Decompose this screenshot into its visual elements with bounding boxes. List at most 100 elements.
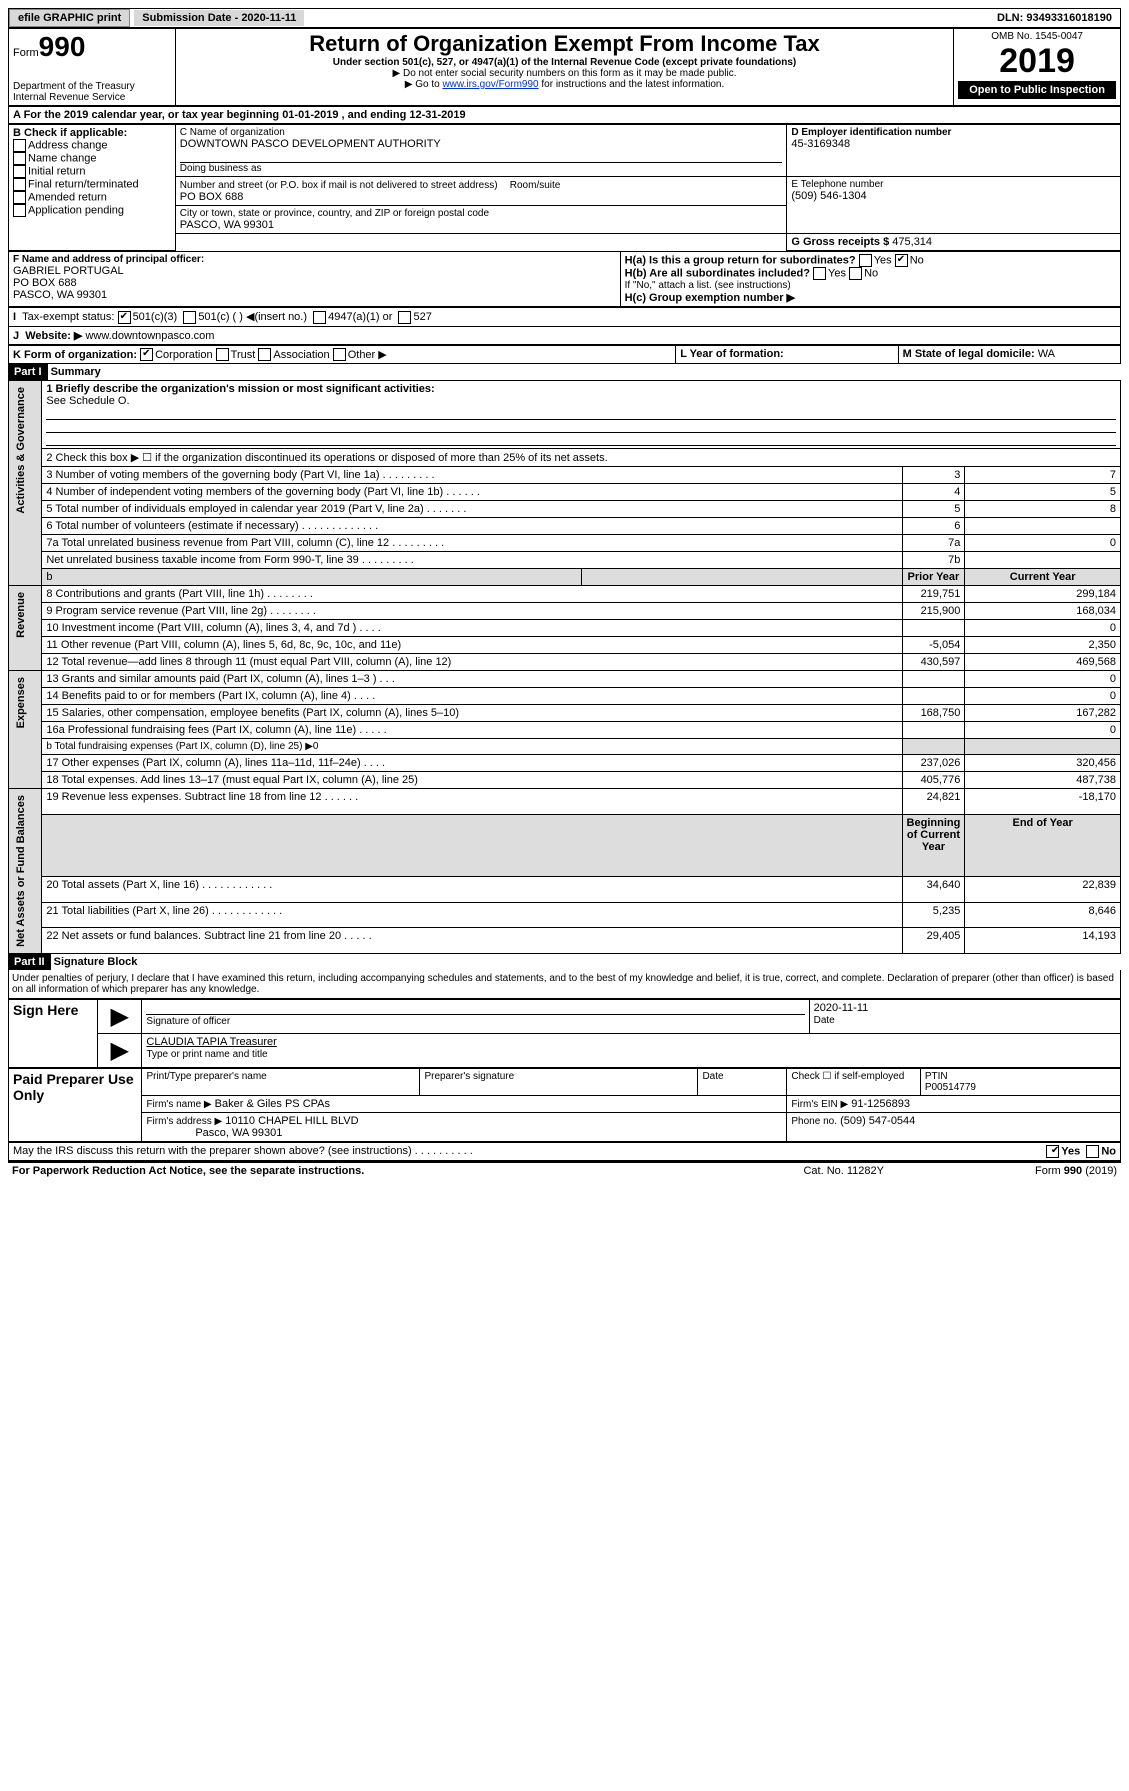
4947-checkbox[interactable] xyxy=(313,311,326,324)
opt-other: Other ▶ xyxy=(348,349,387,361)
self-emp-caption: Check ☐ if self-employed xyxy=(787,1069,920,1096)
p11: -5,054 xyxy=(902,637,965,654)
hc-caption: H(c) Group exemption number ▶ xyxy=(625,292,795,304)
other-checkbox[interactable] xyxy=(333,348,346,361)
c21: 8,646 xyxy=(965,902,1121,928)
gross-receipts: 475,314 xyxy=(892,236,932,248)
street-addr: PO BOX 688 xyxy=(180,191,783,203)
ha-no-checkbox[interactable] xyxy=(895,254,908,267)
501c-checkbox[interactable] xyxy=(183,311,196,324)
amended-checkbox[interactable] xyxy=(13,191,26,204)
p18: 405,776 xyxy=(902,772,965,789)
line22: 22 Net assets or fund balances. Subtract… xyxy=(42,928,902,954)
p22: 29,405 xyxy=(902,928,965,954)
form-label: Form xyxy=(13,47,39,59)
section-net: Net Assets or Fund Balances xyxy=(13,791,29,951)
discuss-row: May the IRS discuss this return with the… xyxy=(8,1142,1121,1161)
assoc-checkbox[interactable] xyxy=(258,348,271,361)
e-phone-caption: E Telephone number xyxy=(791,179,1116,190)
app-pending-checkbox[interactable] xyxy=(13,204,26,217)
c10: 0 xyxy=(965,620,1121,637)
final-return-checkbox[interactable] xyxy=(13,178,26,191)
line16b: b Total fundraising expenses (Part IX, c… xyxy=(42,739,902,755)
form-number: 990 xyxy=(39,31,86,62)
firm-addr: 10110 CHAPEL HILL BLVD xyxy=(225,1115,358,1127)
ha-yes-checkbox[interactable] xyxy=(859,254,872,267)
501c3-checkbox[interactable] xyxy=(118,311,131,324)
officer-group-table: F Name and address of principal officer:… xyxy=(8,251,1121,307)
corp-checkbox[interactable] xyxy=(140,348,153,361)
p20: 34,640 xyxy=(902,876,965,902)
discuss-yes-checkbox[interactable] xyxy=(1046,1145,1059,1158)
opt-pending: Application pending xyxy=(28,204,124,216)
firm-caption: Firm's name ▶ xyxy=(146,1099,211,1110)
room-caption: Room/suite xyxy=(510,180,561,191)
efile-print-button[interactable]: efile GRAPHIC print xyxy=(9,9,130,27)
p9: 215,900 xyxy=(902,603,965,620)
line7a: 7a Total unrelated business revenue from… xyxy=(42,535,902,552)
submission-date: Submission Date - 2020-11-11 xyxy=(134,10,304,26)
line21: 21 Total liabilities (Part X, line 26) .… xyxy=(42,902,902,928)
c17: 320,456 xyxy=(965,755,1121,772)
paid-preparer-table: Paid Preparer Use Only Print/Type prepar… xyxy=(8,1068,1121,1142)
h-end: End of Year xyxy=(965,814,1121,876)
irs-link[interactable]: www.irs.gov/Form990 xyxy=(442,79,538,90)
p14 xyxy=(902,688,965,705)
part-i-sub: Summary xyxy=(51,366,101,378)
v7b xyxy=(965,552,1121,569)
firm-name: Baker & Giles PS CPAs xyxy=(215,1098,330,1110)
note2: ▶ Go to www.irs.gov/Form990 for instruct… xyxy=(180,79,949,90)
g-gross-caption: G Gross receipts $ xyxy=(791,236,889,248)
opt-501c3: 501(c)(3) xyxy=(133,311,178,323)
firm-phone: (509) 547-0544 xyxy=(840,1115,915,1127)
firm-ein: 91-1256893 xyxy=(851,1098,910,1110)
initial-return-checkbox[interactable] xyxy=(13,165,26,178)
discuss-no: No xyxy=(1101,1145,1116,1157)
line12: 12 Total revenue—add lines 8 through 11 … xyxy=(42,654,902,671)
n6: 6 xyxy=(902,518,965,535)
p16a xyxy=(902,722,965,739)
period-row: A For the 2019 calendar year, or tax yea… xyxy=(8,106,1121,124)
c15: 167,282 xyxy=(965,705,1121,722)
section-exp: Expenses xyxy=(13,673,29,732)
part-i-table: Activities & Governance 1 Briefly descri… xyxy=(8,380,1121,954)
footnum: 990 xyxy=(1064,1165,1082,1177)
dept: Department of the Treasury xyxy=(13,81,171,92)
opt-4947: 4947(a)(1) or xyxy=(328,311,392,323)
irs: Internal Revenue Service xyxy=(13,92,171,103)
line1-caption: 1 Briefly describe the organization's mi… xyxy=(46,383,434,395)
p10 xyxy=(902,620,965,637)
trust-checkbox[interactable] xyxy=(216,348,229,361)
c11: 2,350 xyxy=(965,637,1121,654)
d-ein-caption: D Employer identification number xyxy=(791,127,1116,138)
part-i-title: Part I xyxy=(8,364,48,380)
line15: 15 Salaries, other compensation, employe… xyxy=(42,705,902,722)
form-footer: Form 990 (2019) xyxy=(935,1162,1121,1179)
col-date: Date xyxy=(698,1069,787,1096)
status-website: I Tax-exempt status: 501(c)(3) 501(c) ( … xyxy=(8,307,1121,345)
footer-row: For Paperwork Reduction Act Notice, see … xyxy=(8,1161,1121,1179)
line4: 4 Number of independent voting members o… xyxy=(42,484,902,501)
name-caption: Type or print name and title xyxy=(146,1049,267,1060)
top-bar: efile GRAPHIC print Submission Date - 20… xyxy=(8,8,1121,28)
hb-yes-checkbox[interactable] xyxy=(813,267,826,280)
line19: 19 Revenue less expenses. Subtract line … xyxy=(42,789,902,815)
ein-caption: Firm's EIN ▶ xyxy=(791,1099,848,1110)
527-checkbox[interactable] xyxy=(398,311,411,324)
c16a: 0 xyxy=(965,722,1121,739)
addr-change-checkbox[interactable] xyxy=(13,139,26,152)
discuss-no-checkbox[interactable] xyxy=(1086,1145,1099,1158)
period-a: A For the 2019 calendar year, or tax yea… xyxy=(9,107,1121,124)
c22: 14,193 xyxy=(965,928,1121,954)
cat-no: Cat. No. 11282Y xyxy=(752,1162,935,1179)
line16a: 16a Professional fundraising fees (Part … xyxy=(42,722,902,739)
phone: (509) 546-1304 xyxy=(791,190,1116,202)
n7a: 7a xyxy=(902,535,965,552)
c13: 0 xyxy=(965,671,1121,688)
name-change-checkbox[interactable] xyxy=(13,152,26,165)
discuss-yes: Yes xyxy=(1061,1145,1080,1157)
hb-no-checkbox[interactable] xyxy=(849,267,862,280)
line13: 13 Grants and similar amounts paid (Part… xyxy=(42,671,902,688)
ein: 45-3169348 xyxy=(791,138,1116,150)
firm-phone-caption: Phone no. xyxy=(791,1116,837,1127)
